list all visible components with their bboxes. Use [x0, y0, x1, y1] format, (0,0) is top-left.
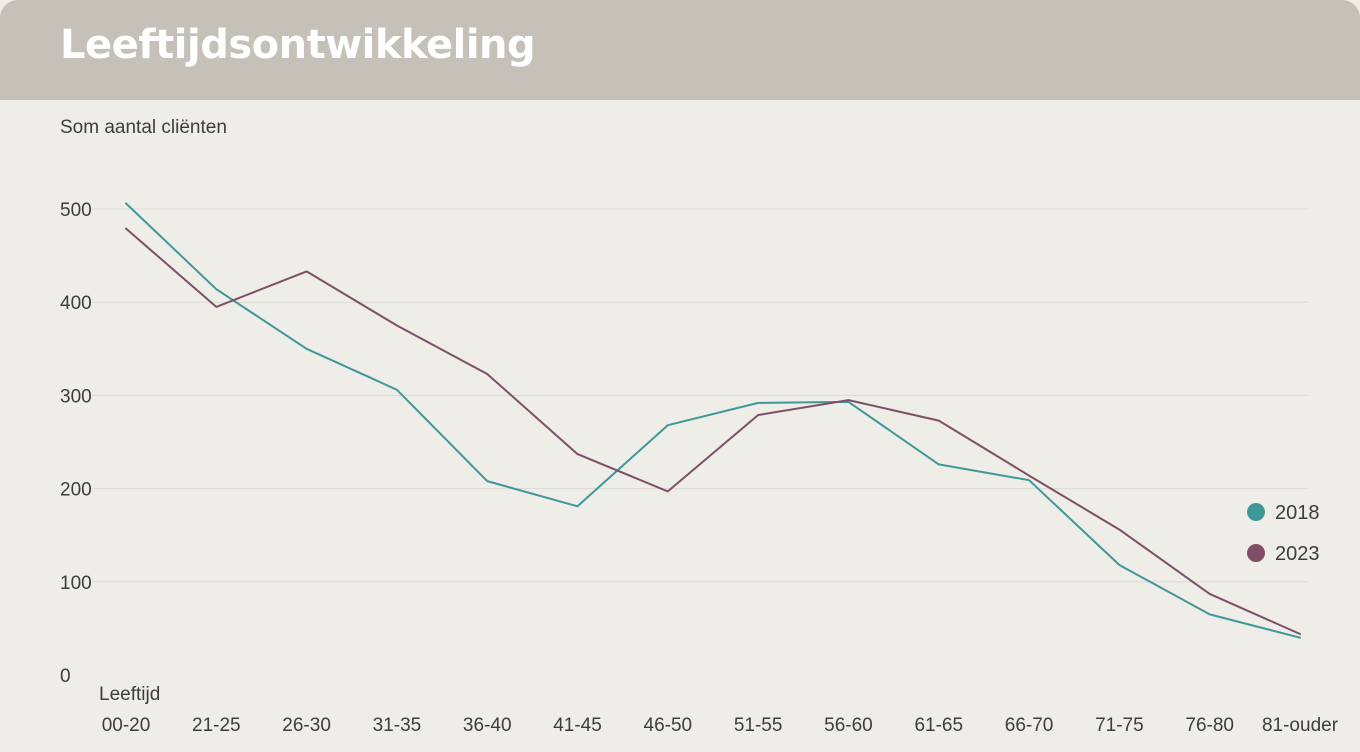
x-tick-label: 51-55: [734, 715, 783, 736]
x-tick-label: 31-35: [373, 715, 422, 736]
data-point: [575, 504, 580, 509]
data-point: [756, 400, 761, 405]
x-tick-label: 61-65: [914, 715, 963, 736]
data-point: [485, 479, 490, 484]
data-point: [575, 452, 580, 457]
x-tick-label: 21-25: [192, 715, 241, 736]
data-point: [214, 304, 219, 309]
x-tick-label: 81-ouder: [1262, 715, 1339, 736]
legend-swatch-2018: [1247, 503, 1265, 521]
y-axis-title: Som aantal cliënten: [60, 117, 227, 138]
x-tick-label: 66-70: [1005, 715, 1054, 736]
y-tick-label: 0: [60, 666, 71, 687]
legend-swatch-2023: [1247, 544, 1265, 562]
gridlines: [92, 208, 1308, 583]
title-bar: Leeftijdsontwikkeling: [0, 0, 1360, 100]
x-tick-label: 26-30: [282, 715, 331, 736]
data-point: [394, 323, 399, 328]
data-point: [936, 462, 941, 467]
series-line-2023: [125, 227, 1301, 635]
legend-label-2018: 2018: [1275, 502, 1320, 524]
data-point: [1027, 478, 1032, 483]
data-point: [1117, 527, 1122, 532]
data-point: [1298, 631, 1303, 636]
y-tick-label: 200: [60, 480, 92, 501]
x-tick-label: 71-75: [1095, 715, 1144, 736]
data-point: [214, 287, 219, 292]
data-point: [124, 201, 129, 206]
legend: 2018 2023: [1247, 502, 1320, 565]
data-point: [1117, 563, 1122, 568]
y-tick-label: 100: [60, 573, 92, 594]
series-lines: [124, 201, 1303, 639]
data-point: [846, 398, 851, 403]
data-point: [665, 423, 670, 428]
x-tick-label: 36-40: [463, 715, 512, 736]
x-axis-title: Leeftijd: [99, 684, 160, 705]
data-point: [304, 269, 309, 274]
data-point: [304, 346, 309, 351]
data-point: [756, 412, 761, 417]
data-point: [665, 489, 670, 494]
x-tick-label: 56-60: [824, 715, 873, 736]
y-axis-ticks: 0 100 200 300 400 500: [60, 200, 92, 687]
legend-label-2023: 2023: [1275, 543, 1320, 565]
data-point: [1027, 473, 1032, 478]
data-point: [124, 226, 129, 231]
data-point: [1207, 612, 1212, 617]
y-tick-label: 500: [60, 200, 92, 221]
data-point: [394, 387, 399, 392]
data-point: [485, 371, 490, 376]
y-tick-label: 400: [60, 293, 92, 314]
data-point: [1207, 591, 1212, 596]
x-axis-ticks: 00-20 21-25 26-30 31-35 36-40 41-45 46-50 51-55…: [102, 715, 1339, 736]
chart-title: Leeftijdsontwikkeling: [60, 22, 536, 68]
x-tick-label: 46-50: [644, 715, 693, 736]
series-line-2018: [125, 202, 1301, 639]
x-tick-label: 41-45: [553, 715, 602, 736]
x-tick-label: 00-20: [102, 715, 151, 736]
data-point: [936, 418, 941, 423]
y-tick-label: 300: [60, 386, 92, 407]
x-tick-label: 76-80: [1185, 715, 1234, 736]
